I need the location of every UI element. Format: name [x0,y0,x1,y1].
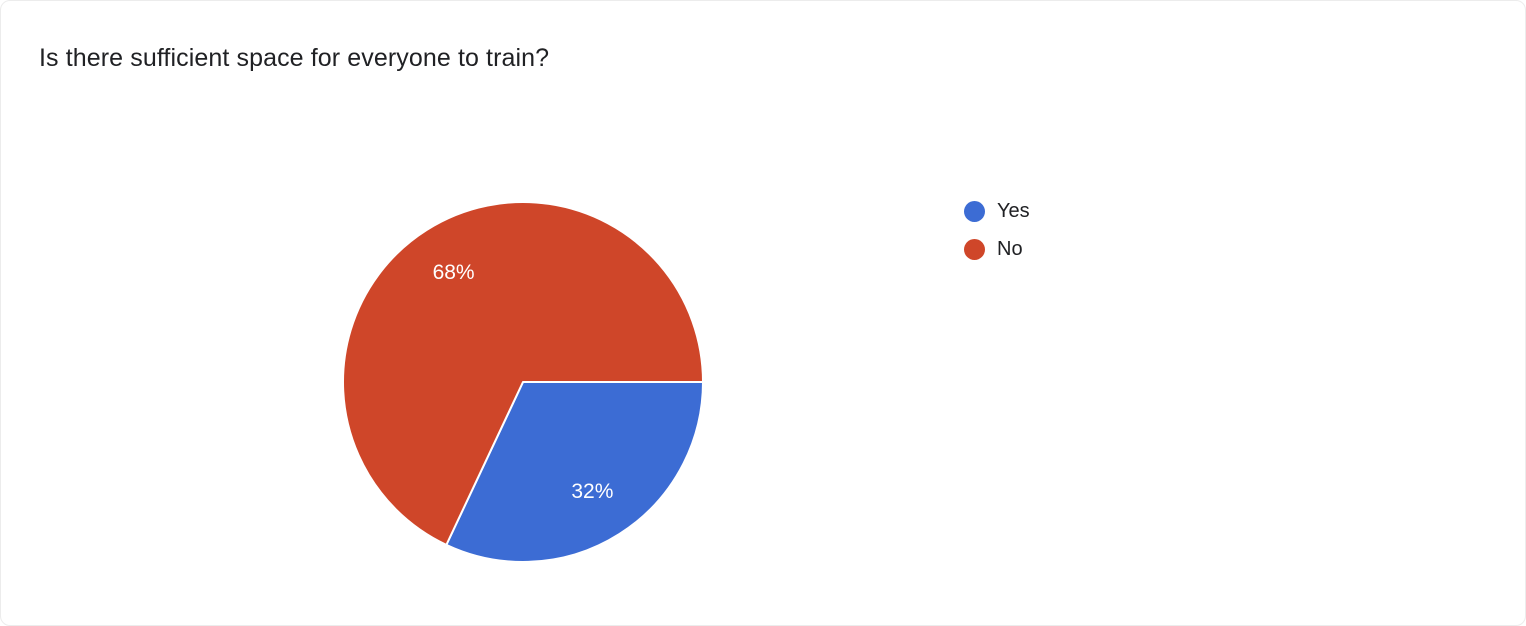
pie-slice-label-no: 68% [433,261,475,284]
legend-item-yes: Yes [964,199,1030,224]
pie-slice-no[interactable] [342,201,704,546]
legend-label-no: No [997,238,1023,260]
legend-item-no: No [964,237,1030,262]
legend-swatch-no [964,239,985,260]
legend-label-yes: Yes [997,200,1030,222]
pie-chart: 32% 68% [342,201,704,563]
pie-slice-yes[interactable] [445,381,704,563]
pie-slice-label-yes: 32% [571,480,613,503]
chart-legend: Yes No [964,199,1030,262]
legend-swatch-yes [964,201,985,222]
chart-title: Is there sufficient space for everyone t… [39,44,550,72]
